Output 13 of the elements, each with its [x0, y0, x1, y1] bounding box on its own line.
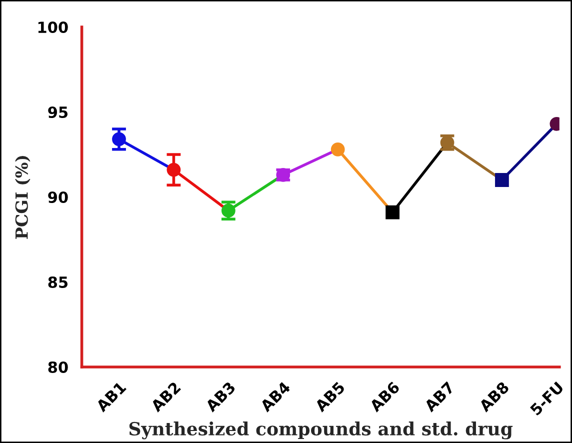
x-axis-title: Synthesized compounds and std. drug	[129, 422, 513, 440]
point	[112, 132, 126, 146]
y-tick-label: 85	[48, 276, 68, 288]
y-tick-label: 90	[48, 191, 68, 204]
point	[495, 173, 509, 187]
y-tick-label: 100	[38, 21, 68, 34]
point	[330, 142, 345, 156]
y-tick-label: 80	[48, 361, 68, 374]
point	[221, 204, 236, 218]
y-axis-title: PCGI (%)	[15, 156, 30, 239]
point	[166, 162, 181, 177]
y-tick-label: 95	[48, 106, 68, 118]
point	[386, 205, 400, 220]
